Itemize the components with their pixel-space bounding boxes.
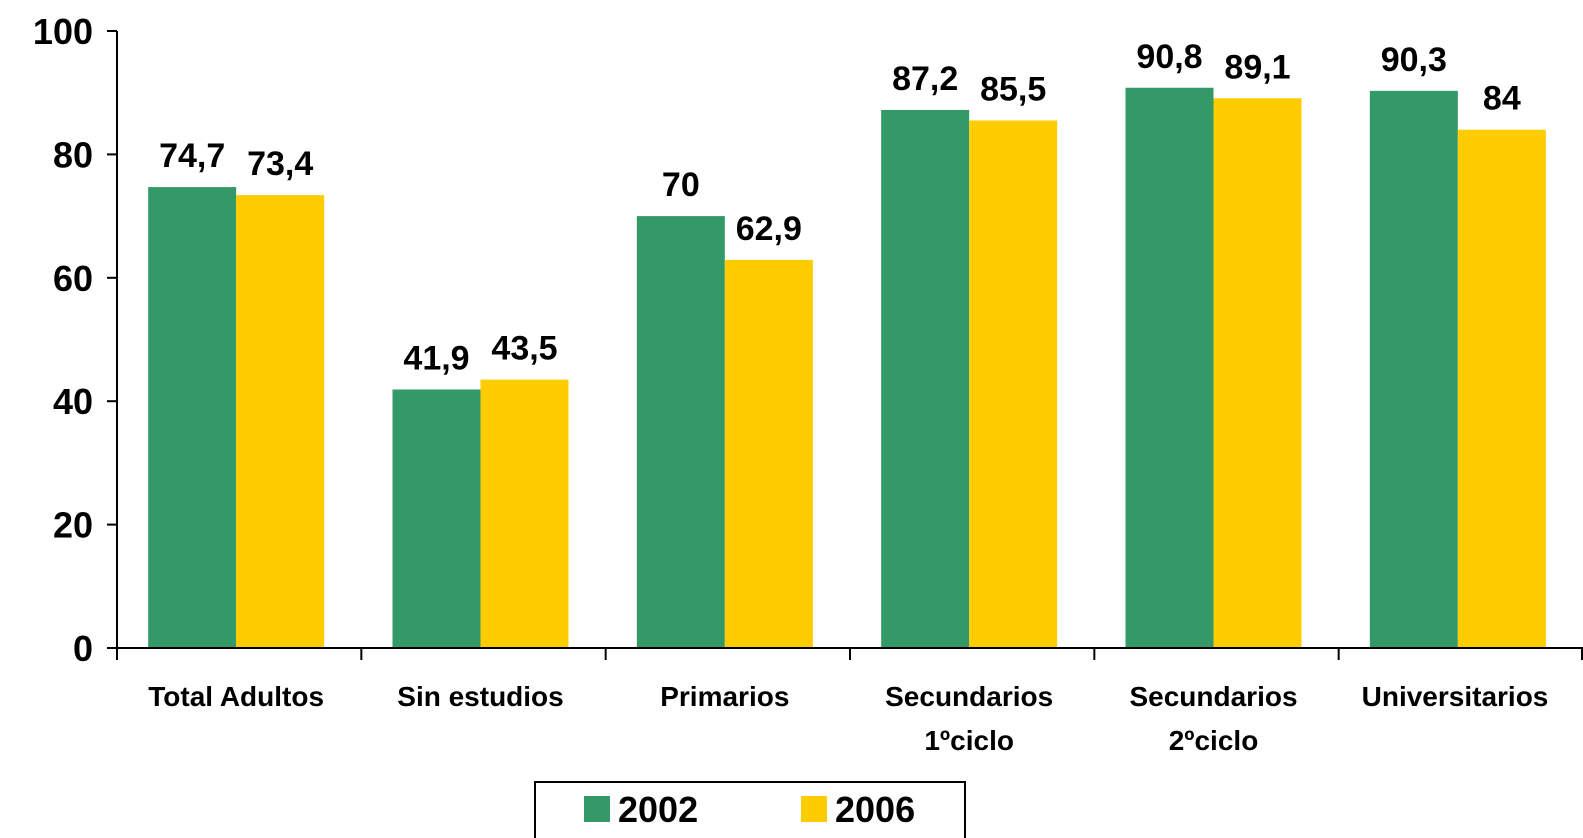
data-label-2006-2: 62,9 xyxy=(736,210,802,248)
bar-2002-2 xyxy=(636,216,725,648)
x-axis-labels: Total Adultos Sin estudios Primarios Secund… xyxy=(148,681,1548,756)
data-label-2002-0: 74,7 xyxy=(159,137,225,175)
y-tick-label-0: 0 xyxy=(73,628,93,669)
legend-swatch-2002 xyxy=(584,796,610,822)
data-label-2002-1: 41,9 xyxy=(403,339,469,377)
bar-2006-3 xyxy=(969,120,1058,649)
x-tick-label-5: Universitarios xyxy=(1362,681,1549,712)
legend-label-2002: 2002 xyxy=(618,789,698,830)
legend-swatch-2006 xyxy=(801,796,827,822)
legend: 2002 2006 xyxy=(534,781,966,838)
x-tick-label-2: Primarios xyxy=(660,681,789,712)
bar-2006-0 xyxy=(236,195,325,648)
bar-2002-0 xyxy=(148,187,237,648)
bar-2002-4 xyxy=(1125,87,1214,649)
axes-layer: 0 20 40 60 80 100 xyxy=(33,11,1583,669)
y-tick-label-5: 100 xyxy=(33,11,93,52)
data-label-2002-4: 90,8 xyxy=(1136,38,1202,76)
x-tick-label-1: Sin estudios xyxy=(397,681,563,712)
data-label-2006-4: 89,1 xyxy=(1224,48,1290,86)
data-label-2002-3: 87,2 xyxy=(892,60,958,98)
bars-layer xyxy=(148,87,1546,649)
data-label-2002-2: 70 xyxy=(662,166,700,204)
y-tick-label-3: 60 xyxy=(53,258,93,299)
bar-2006-2 xyxy=(724,259,813,648)
bar-2002-5 xyxy=(1369,90,1458,648)
x-tick-label-3: Secundarios 1ºciclo xyxy=(885,681,1053,756)
y-tick-label-4: 80 xyxy=(53,134,93,175)
data-label-2006-5: 84 xyxy=(1483,80,1521,118)
legend-label-2006: 2006 xyxy=(835,789,915,830)
bar-2006-5 xyxy=(1457,129,1546,649)
x-tick-label-0: Total Adultos xyxy=(148,681,324,712)
bar-2002-3 xyxy=(881,109,970,648)
data-labels-layer: 74,7 41,9 70 87,2 90,8 90,3 73,4 43,5 62,9 85,5 89… xyxy=(159,38,1521,378)
bar-2006-1 xyxy=(480,379,569,648)
data-label-2006-3: 85,5 xyxy=(980,70,1046,108)
x-tick-label-4: Secundarios 2ºciclo xyxy=(1129,681,1297,756)
data-label-2002-5: 90,3 xyxy=(1381,41,1447,79)
data-label-2006-0: 73,4 xyxy=(247,145,313,183)
bar-2002-1 xyxy=(392,389,481,648)
data-label-2006-1: 43,5 xyxy=(491,330,557,368)
bar-2006-4 xyxy=(1213,98,1302,649)
y-tick-label-2: 40 xyxy=(53,381,93,422)
y-tick-label-1: 20 xyxy=(53,505,93,546)
